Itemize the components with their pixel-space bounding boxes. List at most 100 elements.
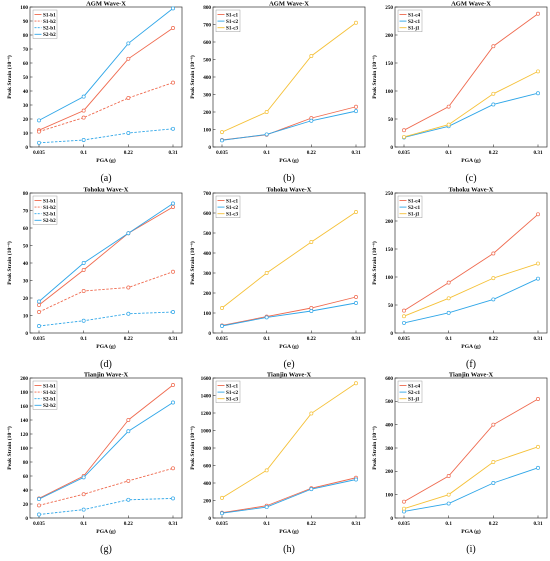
x-tick-label: 0.31 [168,336,177,342]
x-tick-label: 0.31 [351,336,360,342]
data-point [81,507,86,512]
chart-panel-c: AGM Wave-X 0 50 100 150 200 250 0.035 0.1 0.22 0.3… [371,1,548,184]
y-tick-label: 50 [23,243,29,249]
data-point [81,138,86,142]
legend-entry: S1-b1 [43,198,56,204]
x-tick-label: 0.035 [216,336,228,342]
y-tick-label: 200 [385,469,393,475]
y-tick-label: 60 [23,61,29,67]
y-axis-label: Peak Strain (10⁻⁶) [6,426,13,470]
y-tick-label: 300 [203,271,211,277]
data-point [536,11,540,16]
y-tick-label: 60 [23,226,29,232]
y-tick-label: 180 [20,390,28,396]
x-tick-label: 0.1 [445,336,452,342]
legend-entry: S1-j1 [408,212,420,218]
data-point [491,297,496,302]
data-point [37,140,41,145]
legend-entry: S1-c2 [226,205,239,211]
legend-entry: S2-b1 [43,26,56,32]
data-point [491,422,496,427]
y-tick-label: 20 [23,296,29,302]
data-point [264,468,269,473]
x-tick-label: 0.1 [445,521,452,527]
y-tick-label: 100 [385,275,393,281]
legend-entry: S1-c4 [408,383,421,389]
series-line-s2-b1 [38,128,174,144]
x-tick-label: 0.31 [168,521,177,527]
data-point [126,231,131,236]
data-point [354,20,358,25]
chart-title: Tianjin Wave-X [449,372,494,379]
data-point [37,324,41,328]
x-tick-label: 0.31 [351,521,360,527]
legend-box [215,9,241,32]
y-tick-label: 0 [208,145,211,151]
y-tick-label: 400 [203,251,211,257]
data-point [171,126,175,131]
data-point [491,460,496,464]
x-tick-label: 0.035 [398,336,410,342]
chart-panel-b: AGM Wave-X 0 100 200 300 400 500 600 700 800 0.035… [189,1,366,184]
series-line-s2-b2 [38,8,174,121]
data-point [81,475,86,480]
legend-box [397,195,423,218]
x-tick-label: 0.31 [533,521,542,527]
y-tick-label: 120 [20,432,28,438]
series-line-s2-c1 [403,467,539,512]
data-point [37,303,41,307]
chart-panel-h: Tianjin Wave-X 0 200 400 600 800 1000 1200 1400 1… [189,372,366,555]
x-tick-label: 0.22 [489,336,498,342]
data-point [126,56,131,61]
legend-entry: S2-b2 [43,32,56,38]
data-point [536,276,540,281]
data-point [309,309,314,313]
series-line-s1-b2 [38,467,174,506]
x-axis-label: PGA (g) [461,343,481,350]
y-tick-label: 80 [23,33,29,39]
y-axis-label: Peak Strain (10⁻⁶) [6,241,13,285]
legend-entry: S1-c1 [226,12,239,18]
data-point [126,418,131,422]
panel-caption: (g) [100,544,112,555]
y-axis-label: Peak Strain (10⁻⁶) [371,426,378,470]
legend-entry: S1-c2 [226,390,239,396]
legend-entry: S1-b2 [43,390,56,396]
data-point [309,411,314,416]
data-point [491,91,496,96]
y-tick-label: 500 [385,399,393,405]
data-point [126,285,131,290]
data-point [446,310,451,315]
y-tick-label: 250 [385,191,393,197]
data-point [171,400,175,405]
series-line-s1-c3 [221,382,357,499]
y-tick-label: 50 [23,75,29,81]
y-tick-label: 60 [23,474,29,480]
y-tick-label: 100 [203,127,211,133]
data-point [536,69,540,74]
chart-title: Tohoku Wave-X [267,187,312,194]
series-line-s1-c1 [221,296,357,326]
data-point [446,474,451,478]
x-tick-label: 0.035 [33,521,45,527]
y-tick-label: 700 [203,191,211,197]
data-point [220,138,224,143]
panel-caption: (a) [100,173,111,184]
legend-box [215,380,241,403]
data-point [446,122,451,127]
x-tick-label: 0.035 [216,521,228,527]
y-tick-label: 400 [203,481,211,487]
y-tick-label: 700 [203,22,211,28]
series-line-s1-j1 [403,70,539,138]
data-point [354,381,358,386]
data-point [402,134,406,139]
y-tick-label: 20 [23,117,29,123]
legend-entry: S2-c1 [408,205,421,211]
y-axis-label: Peak Strain (10⁻⁶) [371,241,378,285]
series-line-s2-b1 [38,497,174,515]
x-tick-label: 0.22 [124,336,133,342]
y-tick-label: 0 [208,516,211,522]
data-point [264,315,269,320]
legend-entry: S2-b2 [43,403,56,409]
y-tick-label: 30 [23,103,29,109]
